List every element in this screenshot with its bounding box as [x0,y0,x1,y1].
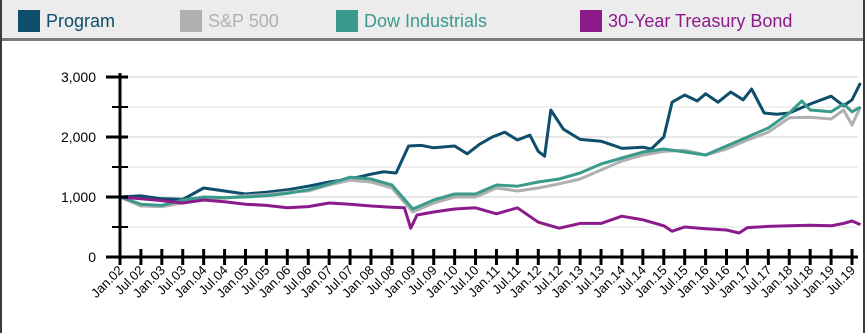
y-tick-label: 3,000 [61,69,96,85]
legend-item-program: Program [18,9,115,33]
legend-label-treasury: 30-Year Treasury Bond [608,10,793,31]
series-line-0 [119,82,862,201]
y-tick-label: 1,000 [61,189,96,205]
y-tick-label: 0 [88,249,96,265]
legend-item-sp500: S&P 500 [180,9,279,33]
legend: Program S&P 500 Dow Industrials 30-Year … [2,0,863,41]
legend-swatch-treasury [580,10,602,32]
legend-label-sp500: S&P 500 [208,10,279,31]
legend-swatch-sp500 [180,10,202,32]
series-lines [119,82,862,235]
y-tick-label: 2,000 [61,129,96,145]
legend-label-dow: Dow Industrials [364,10,488,31]
legend-swatch-dow [336,10,358,32]
legend-item-treasury: 30-Year Treasury Bond [580,9,792,33]
x-tick-labels: Jan.02Jul.02Jan.03Jul.03Jan.04Jul.04Jan.… [88,263,858,301]
series-line-2 [119,99,862,211]
y-tick-labels: 0 1,000 2,000 3,000 [61,69,96,265]
legend-label-program: Program [46,10,116,31]
gridlines [120,76,858,228]
legend-swatch-program [18,10,40,32]
series-line-3 [119,195,861,235]
axes [106,73,858,265]
legend-item-dow: Dow Industrials [336,9,487,33]
